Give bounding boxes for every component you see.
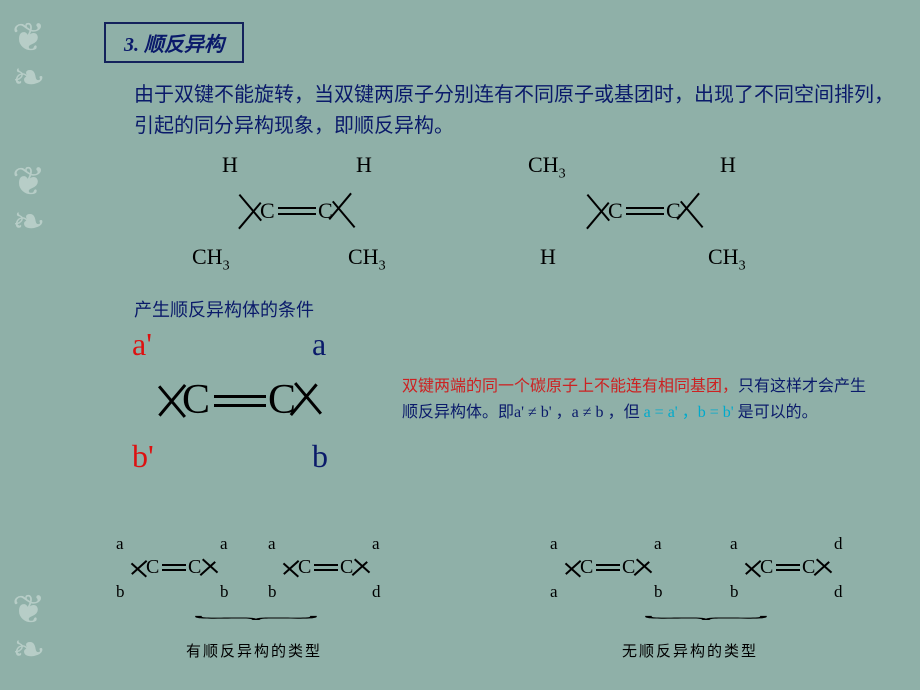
mol1-bl: CH3 (192, 244, 230, 274)
mol2-bl: H (540, 244, 556, 270)
rule-but: ，但 (608, 404, 644, 421)
mini-mol-1: a a C C b b (116, 534, 246, 604)
rule-text: 双键两端的同一个碳原子上不能连有相同基团，只有这样才会产生顺反异构体。即a' ≠… (402, 374, 882, 425)
m4-br: d (834, 582, 843, 602)
mol2-c1: C (608, 198, 623, 224)
m1-c2: C (188, 556, 201, 579)
ornament-mid: ❦❧ (12, 162, 46, 242)
m1-tr: a (220, 534, 228, 554)
m2-bl: b (268, 582, 277, 602)
m3-tl: a (550, 534, 558, 554)
m3-tr: a (654, 534, 662, 554)
m4-tr: d (834, 534, 843, 554)
section-heading-box: 3. 顺反异构 (104, 22, 244, 63)
bigmol-bl: b' (132, 438, 154, 475)
m4-bl: b (730, 582, 739, 602)
m2-c1: C (298, 556, 311, 579)
bond (587, 194, 610, 221)
m2-br: d (372, 582, 381, 602)
mol2-tl: CH3 (528, 152, 566, 182)
type-label-none: 无顺反异构的类型 (622, 640, 758, 661)
mol2-c2: C (666, 198, 681, 224)
molecule-trans: CH3 H C C H CH3 (510, 152, 790, 272)
m1-br: b (220, 582, 229, 602)
brace-left: ︸ (192, 612, 320, 635)
mini-mol-4: a d C C b d (730, 534, 860, 604)
bond (239, 194, 262, 221)
bigmol-tl: a' (132, 326, 152, 363)
m3-bl: a (550, 582, 558, 602)
mini-mol-3: a a C C a b (550, 534, 680, 604)
rule-cond1: a' ≠ b' ，a ≠ b (514, 404, 608, 421)
bigmol-br: b (312, 438, 328, 475)
m3-c2: C (622, 556, 635, 579)
m2-c2: C (340, 556, 353, 579)
type-label-has: 有顺反异构的类型 (186, 640, 322, 661)
m3-br: b (654, 582, 663, 602)
mol1-tl: H (222, 152, 238, 178)
rule-p1: 双键两端的同一个碳原子上不能连有相同基团， (402, 378, 738, 395)
m2-tr: a (372, 534, 380, 554)
intro-text: 由于双键不能旋转，当双键两原子分别连有不同原子或基团时，出现了不同空间排列，引起… (134, 80, 894, 142)
m1-tl: a (116, 534, 124, 554)
bond (680, 201, 703, 228)
m1-c1: C (146, 556, 159, 579)
section-heading: 3. 顺反异构 (124, 34, 224, 56)
mol2-br: CH3 (708, 244, 746, 274)
mol2-tr: H (720, 152, 736, 178)
m4-tl: a (730, 534, 738, 554)
mol1-tr: H (356, 152, 372, 178)
mol1-c1: C (260, 198, 275, 224)
m2-tl: a (268, 534, 276, 554)
brace-right: ︸ (642, 612, 770, 635)
bigmol-c2: C (268, 376, 296, 424)
ornament-top: ❦❧ (12, 18, 46, 98)
molecule-cis: H H C C CH3 CH3 (180, 152, 440, 272)
rule-end: 是可以的。 (738, 404, 818, 421)
mol1-c2: C (318, 198, 333, 224)
ornament-bot: ❦❧ (12, 590, 46, 670)
bond (332, 201, 355, 228)
bigmol-c1: C (182, 376, 210, 424)
m4-c2: C (802, 556, 815, 579)
rule-cond2: a = a' ，b = b' (644, 404, 738, 421)
m4-c1: C (760, 556, 773, 579)
bigmol-tr: a (312, 326, 326, 363)
mol1-br: CH3 (348, 244, 386, 274)
condition-title: 产生顺反异构体的条件 (134, 296, 314, 322)
mini-mol-2: a a C C b d (268, 534, 398, 604)
m1-bl: b (116, 582, 125, 602)
bond (294, 382, 322, 415)
m3-c1: C (580, 556, 593, 579)
